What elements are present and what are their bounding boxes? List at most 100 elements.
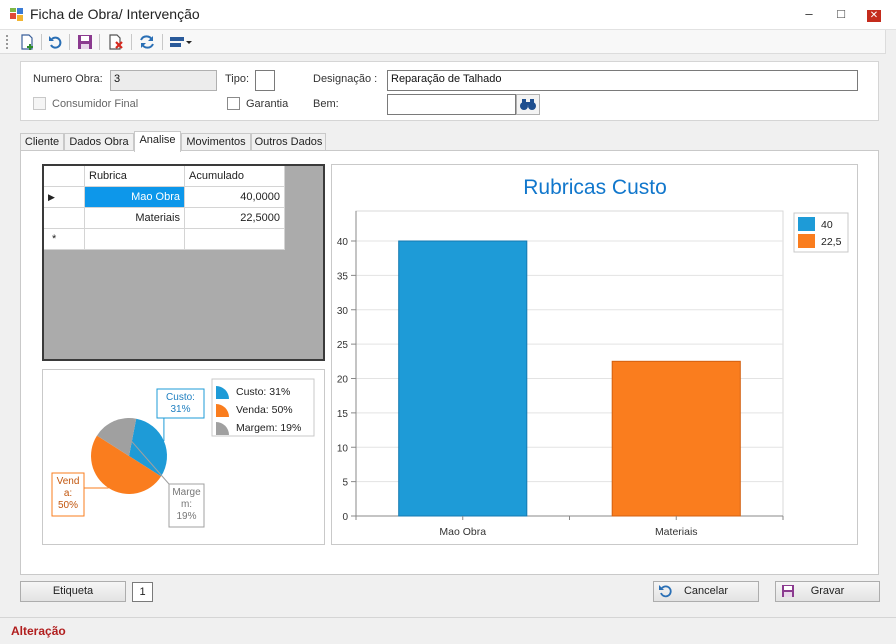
legend-label-custo: Custo: 31% (236, 386, 290, 398)
bar-mao-obra (398, 240, 528, 517)
chart-title: Rubricas Custo (523, 176, 667, 199)
bar-chart-panel: Rubricas Custo 0 5 10 15 20 25 30 35 40 Mao Obra Ma… (331, 164, 858, 545)
undo-icon (659, 585, 672, 598)
legend-marker-margem (216, 422, 229, 435)
grid-corner-header (44, 166, 85, 187)
y-tick-label: 0 (342, 512, 348, 523)
garantia-checkbox[interactable] (227, 97, 240, 110)
rubricas-grid[interactable]: Rubrica Acumulado ▶ Mao Obra 40,0000 Mat… (42, 164, 325, 361)
pie-chart-panel: Custo: 31% Vend a: 50% Marge m: 19% Custo: 31% Ve… (42, 369, 325, 545)
y-tick-label: 5 (342, 478, 348, 489)
tab-dados-obra[interactable]: Dados Obra (64, 133, 134, 151)
layout-dropdown-icon[interactable] (168, 33, 194, 51)
minimize-button[interactable]: – (805, 6, 813, 21)
maximize-button[interactable]: □ (837, 6, 845, 21)
toolbar (0, 30, 896, 54)
pie-label-box (156, 388, 205, 419)
legend-label-margem: Margem: 19% (236, 422, 301, 434)
y-tick-label: 35 (337, 271, 349, 282)
status-bar: Alteração (0, 617, 896, 644)
tab-cliente[interactable]: Cliente (20, 133, 64, 151)
legend-label: 40 (821, 219, 833, 231)
grid-cell-rubrica[interactable] (85, 229, 185, 250)
binoculars-icon (520, 99, 536, 110)
window-title: Ficha de Obra/ Intervenção (30, 6, 200, 22)
pie-data-label: Vend a: 50% (57, 476, 80, 511)
pie-legend (211, 378, 315, 437)
gravar-label: Gravar (810, 585, 845, 597)
bem-search-button[interactable] (516, 94, 540, 115)
consumidor-final-checkbox[interactable] (33, 97, 46, 110)
save-icon[interactable] (75, 33, 95, 51)
close-icon: ✕ (867, 10, 881, 22)
row-indicator[interactable] (44, 208, 85, 229)
numero-obra-field[interactable]: 3 (110, 70, 217, 91)
tab-outros-dados[interactable]: Outros Dados (251, 133, 326, 151)
gravar-button[interactable]: Gravar (775, 581, 880, 602)
pie-label-box (168, 483, 205, 528)
pie-label-connector (113, 420, 170, 485)
legend-label-venda: Venda: 50% (236, 404, 293, 416)
bar-chart: Rubricas Custo 0 5 10 15 20 25 30 35 40 Mao Obra Ma… (337, 176, 849, 538)
pie-slice-custo (129, 418, 167, 477)
pie-chart: Custo: 31% Vend a: 50% Marge m: 19% Custo: 31% Ve… (51, 378, 315, 528)
column-header-acumulado[interactable]: Acumulado (185, 166, 285, 187)
toolbar-separator (41, 34, 42, 50)
grid-cell-rubrica[interactable]: Mao Obra (85, 187, 185, 208)
title-bar: Ficha de Obra/ Intervenção – □ ✕ (0, 0, 896, 30)
status-text: Alteração (11, 624, 66, 638)
grid-cell-rubrica[interactable]: Materiais (85, 208, 185, 229)
pie-data-label: Marge m: 19% (172, 487, 201, 522)
close-button[interactable]: ✕ (856, 2, 892, 26)
tipo-field[interactable] (255, 70, 275, 91)
refresh-icon[interactable] (137, 33, 157, 51)
legend-marker-custo (216, 386, 229, 399)
column-header-rubrica[interactable]: Rubrica (85, 166, 185, 187)
designacao-field[interactable]: Reparação de Talhado (387, 70, 858, 91)
numero-obra-label: Numero Obra: (33, 73, 103, 85)
y-tick-label: 10 (337, 443, 349, 454)
toolbar-separator (99, 34, 100, 50)
cancelar-button[interactable]: Cancelar (653, 581, 759, 602)
y-tick-label: 40 (337, 237, 349, 248)
legend-swatch (798, 217, 815, 231)
y-tick-label: 25 (337, 340, 349, 351)
new-row-indicator[interactable]: * (44, 229, 85, 250)
legend-swatch (798, 234, 815, 248)
x-tick-label: Materiais (655, 526, 698, 538)
etiqueta-button[interactable]: Etiqueta (20, 581, 126, 602)
tab-analise[interactable]: Analise (134, 131, 181, 152)
save-icon (782, 585, 794, 597)
legend-marker-venda (216, 404, 229, 417)
grid-cell-acumulado[interactable] (185, 229, 285, 250)
new-document-icon[interactable] (17, 33, 37, 51)
page-number-field[interactable]: 1 (132, 582, 153, 602)
grid-cell-acumulado[interactable]: 40,0000 (185, 187, 285, 208)
toolbar-separator (162, 34, 163, 50)
y-tick-label: 15 (337, 409, 349, 420)
toolbar-grip[interactable] (6, 35, 9, 49)
pie-label-box (51, 472, 85, 517)
app-icon (10, 8, 23, 21)
grid-cell-acumulado[interactable]: 22,5000 (185, 208, 285, 229)
row-indicator[interactable]: ▶ (44, 187, 85, 208)
pie-data-label: Custo: 31% (166, 392, 195, 415)
designacao-label: Designação : (313, 73, 378, 85)
x-tick-label: Mao Obra (439, 526, 486, 538)
tab-movimentos[interactable]: Movimentos (181, 133, 251, 151)
toolbar-separator (69, 34, 70, 50)
undo-icon[interactable] (46, 33, 66, 51)
pie-slice-venda (91, 435, 162, 494)
header-panel: Numero Obra: 3 Tipo: Designação : Repara… (20, 61, 879, 121)
consumidor-final-label: Consumidor Final (52, 98, 139, 110)
delete-document-icon[interactable] (106, 33, 126, 51)
bem-field[interactable] (387, 94, 516, 115)
legend-label: 22,5 (821, 236, 842, 248)
bar-materiais (611, 360, 741, 517)
toolbar-end (885, 30, 896, 54)
y-tick-label: 20 (337, 375, 349, 386)
pie-slice-margem (96, 418, 137, 456)
bem-label: Bem: (313, 98, 339, 110)
toolbar-separator (131, 34, 132, 50)
y-tick-label: 30 (337, 306, 349, 317)
